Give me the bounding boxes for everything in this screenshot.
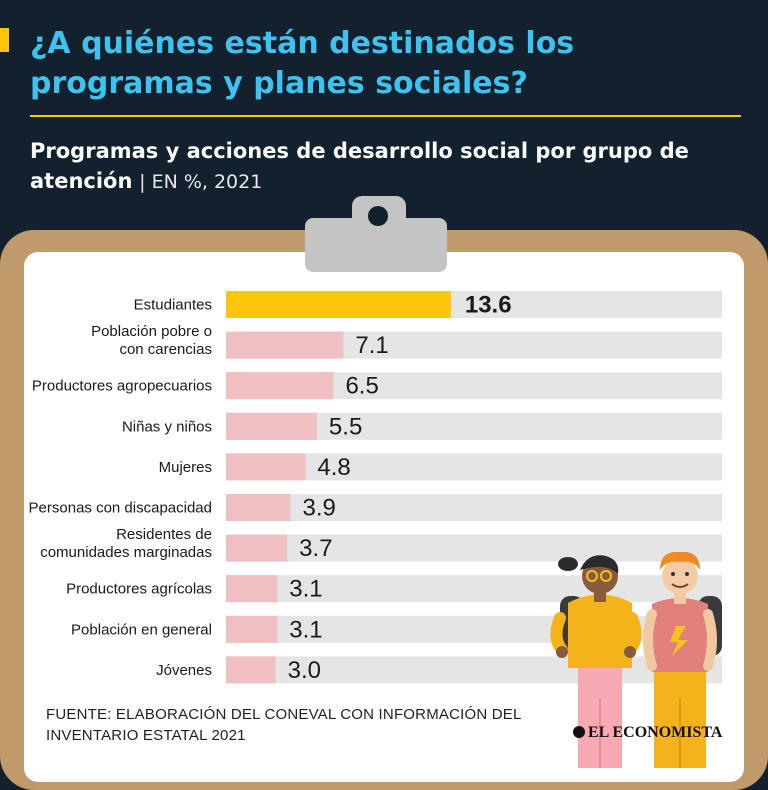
bar <box>226 656 276 684</box>
source-note: FUENTE: ELABORACIÓN DEL CONEVAL CON INFO… <box>46 706 521 744</box>
category-label: Personas con discapacidad <box>29 500 212 517</box>
bar-value-label: 13.6 <box>465 292 512 319</box>
bar <box>226 372 334 400</box>
student-girl-figure <box>550 555 642 768</box>
title-divider <box>30 115 741 117</box>
page-title: ¿A quiénes están destinados los programa… <box>30 26 575 101</box>
logo-text: EL ECONOMISTA <box>588 724 723 741</box>
bar <box>226 534 288 562</box>
logo-mark-icon <box>573 726 585 738</box>
bar <box>226 291 451 318</box>
category-label: Mujeres <box>159 459 212 476</box>
bar-track <box>226 656 722 684</box>
bar-value-label: 6.5 <box>345 373 378 400</box>
bar-value-label: 3.0 <box>288 657 321 684</box>
bar <box>226 494 291 521</box>
bar-value-label: 3.1 <box>289 616 322 643</box>
category-label: con carencias <box>119 341 212 358</box>
bar-value-label: 3.9 <box>302 495 335 522</box>
student-boy-figure <box>643 551 722 768</box>
category-label: Niñas y niños <box>122 418 212 435</box>
bar <box>226 453 306 481</box>
category-label: comunidades marginadas <box>40 544 212 561</box>
bar <box>226 331 344 359</box>
students-illustration <box>550 551 722 768</box>
bar <box>226 412 317 440</box>
bar-value-label: 4.8 <box>317 454 350 481</box>
bar-track <box>226 575 722 603</box>
bar-value-label: 3.7 <box>299 535 332 562</box>
publisher-logo: EL ECONOMISTA <box>573 724 722 742</box>
category-label: Productores agrícolas <box>66 581 212 598</box>
bar <box>226 615 278 643</box>
chart-subtitle: Programas y acciones de desarrollo socia… <box>30 136 750 197</box>
subtitle-text: Programas y acciones de desarrollo socia… <box>30 139 689 193</box>
bar-track <box>226 534 722 562</box>
category-label: Jóvenes <box>156 662 212 679</box>
category-label: Estudiantes <box>134 297 212 314</box>
subtitle-unit: | EN %, 2021 <box>139 171 263 193</box>
bar <box>226 575 278 603</box>
bar-value-label: 5.5 <box>329 413 362 440</box>
category-label: Productores agropecuarios <box>32 378 212 395</box>
bar-track <box>226 494 722 521</box>
title-accent-mark <box>0 28 9 52</box>
bar-track <box>226 453 722 481</box>
category-label: Población en general <box>71 621 212 638</box>
bar-value-label: 3.1 <box>289 576 322 603</box>
clipboard-clip-hole <box>368 206 388 226</box>
category-label: Población pobre o <box>91 323 212 340</box>
bar-value-label: 7.1 <box>355 332 388 359</box>
category-label: Residentes de <box>116 526 212 543</box>
